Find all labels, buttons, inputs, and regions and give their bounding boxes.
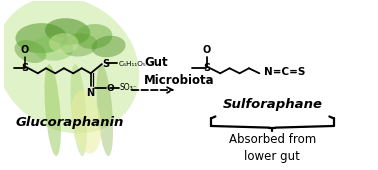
Ellipse shape — [45, 64, 61, 156]
Text: Microbiota: Microbiota — [144, 74, 215, 87]
Text: N=C=S: N=C=S — [264, 67, 305, 78]
Ellipse shape — [71, 90, 102, 154]
Text: O: O — [202, 45, 211, 55]
Ellipse shape — [91, 36, 125, 57]
Ellipse shape — [15, 23, 68, 53]
Ellipse shape — [0, 0, 139, 133]
Text: Sulforaphane: Sulforaphane — [222, 98, 322, 111]
Text: S: S — [204, 63, 211, 73]
Text: S: S — [21, 63, 28, 73]
Ellipse shape — [45, 18, 90, 45]
Ellipse shape — [75, 24, 112, 49]
Text: Absorbed from: Absorbed from — [229, 133, 316, 146]
Text: N: N — [87, 88, 95, 98]
Ellipse shape — [71, 64, 87, 156]
Ellipse shape — [96, 64, 113, 156]
Text: O: O — [21, 45, 29, 55]
Ellipse shape — [14, 40, 46, 63]
Text: Gut: Gut — [144, 56, 167, 69]
Text: SO₃⁻: SO₃⁻ — [119, 83, 137, 92]
Text: S: S — [102, 59, 110, 69]
Ellipse shape — [49, 33, 79, 53]
Ellipse shape — [60, 33, 98, 57]
Text: Glucoraphanin: Glucoraphanin — [15, 116, 124, 129]
Ellipse shape — [32, 36, 73, 61]
Text: lower gut: lower gut — [245, 150, 300, 163]
Text: C₆H₁₁O₅: C₆H₁₁O₅ — [118, 61, 146, 67]
Text: O: O — [106, 84, 114, 93]
